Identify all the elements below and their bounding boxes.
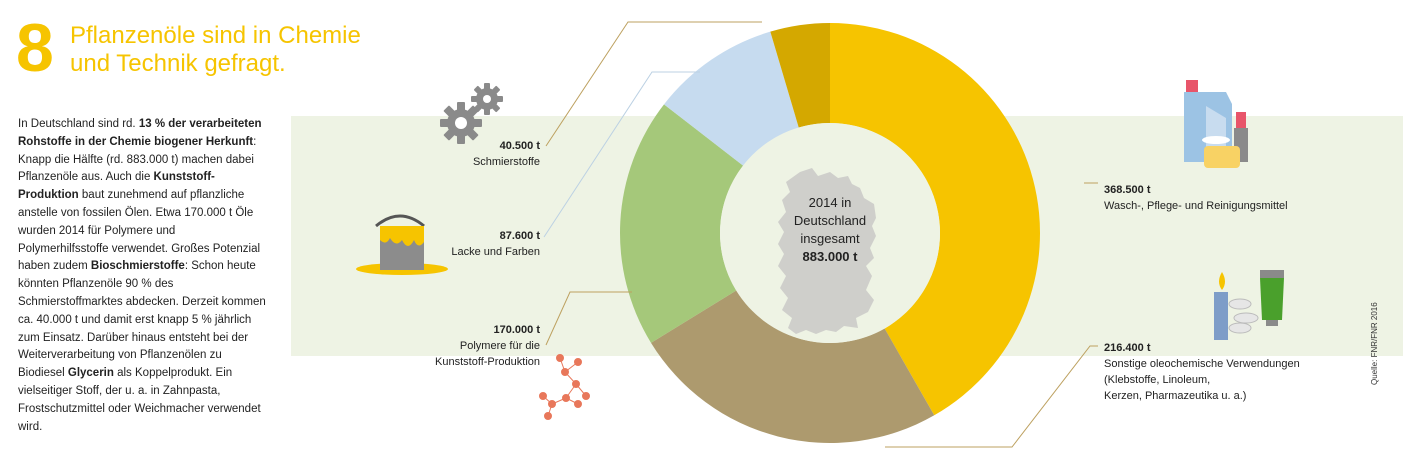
value-schmierstoffe: 40.500 t [499,140,540,152]
label-lacke: 87.600 t Lacke und Farben [420,228,540,260]
donut-slice-4 [770,23,830,128]
body-run: : Knapp die Hälfte (rd. 883.000 t) mache… [18,135,257,184]
value-wasch: 368.500 t [1104,184,1151,196]
body-run: Glycerin [67,367,114,380]
label-schmierstoffe: 40.500 t Schmierstoffe [440,138,540,170]
title-line-1: Pflanzenöle sind in Chemie [70,22,361,49]
name-lacke: Lacke und Farben [451,246,540,258]
body-run: als Koppelprodukt. Ein vielseitiger Stof… [18,367,261,433]
name-sonstige-3: Kerzen, Pharmazeutika u. a.) [1104,390,1247,402]
value-sonstige: 216.400 t [1104,342,1151,354]
name-wasch: Wasch-, Pflege- und Reinigungsmittel [1104,200,1288,212]
candle-tube-icon [1214,270,1284,340]
callout-line-polymere [545,291,632,346]
donut-slice-3 [664,31,799,166]
label-polymere: 170.000 t Polymere für die Kunststoff-Pr… [420,322,540,370]
body-run: Kunststoff-Produktion [18,171,215,202]
label-wasch: 368.500 t Wasch-, Pflege- und Reinigungs… [1104,182,1334,214]
name-sonstige-2: (Klebstoffe, Linoleum, [1104,374,1211,386]
name-polymere-2: Kunststoff-Produktion [435,356,540,368]
name-sonstige-1: Sonstige oleochemische Verwendungen [1104,358,1300,370]
source-note: Quelle: FNR/FNR 2016 [1370,302,1379,385]
body-paragraph: In Deutschland sind rd. 13 % der verarbe… [18,116,268,436]
label-sonstige: 216.400 t Sonstige oleochemische Verwend… [1104,340,1344,404]
page-title: Pflanzenöle sind in Chemie und Technik g… [70,22,361,78]
gears-icon [440,83,503,144]
center-label: 2014 in Deutschland insgesamt 883.000 t [770,194,890,266]
value-polymere: 170.000 t [493,324,540,336]
body-run: baut zunehmend auf pflanzliche anstelle … [18,189,261,273]
paint-bucket-icon [356,214,448,275]
value-lacke: 87.600 t [499,230,540,242]
center-line-3: insgesamt [800,231,860,246]
donut-slice-2 [620,104,744,343]
chapter-number: 8 [16,10,54,86]
detergent-icon [1184,80,1248,168]
body-run: : Schon heute könnten Pflanzenöle 90 % d… [18,260,266,380]
callout-line-sonstige [885,345,1098,448]
donut-slice-0 [830,23,1040,416]
center-line-2: Deutschland [793,213,867,228]
body-run: 13 % der verarbei­teten Rohstoffe in der… [18,118,262,148]
center-line-1: 2014 in [808,195,852,210]
title-line-2: und Technik gefragt. [70,50,286,77]
center-total: 883.000 t [802,249,858,264]
body-run: In Deutschland sind rd. [18,118,139,130]
callout-line-lacke [543,71,700,238]
donut-slice-1 [651,290,935,443]
germany-map [778,168,876,334]
name-polymere-1: Polymere für die [459,340,540,352]
name-schmierstoffe: Schmierstoffe [472,156,540,168]
body-run: Bioschmierstoffe [90,260,185,273]
callout-line-schmier [545,21,762,147]
molecule-icon [539,354,590,420]
